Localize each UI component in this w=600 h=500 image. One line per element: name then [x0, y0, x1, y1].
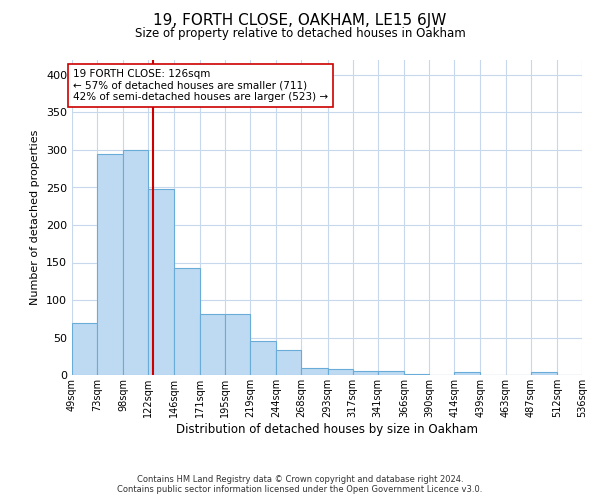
Bar [225, 314, 250, 375]
Bar [378, 370, 404, 375]
Bar [276, 350, 301, 375]
Text: Size of property relative to detached houses in Oakham: Size of property relative to detached ho… [134, 28, 466, 40]
Bar [530, 372, 557, 375]
X-axis label: Distribution of detached houses by size in Oakham: Distribution of detached houses by size … [176, 422, 478, 436]
Bar [173, 268, 200, 375]
Bar [148, 189, 173, 375]
Y-axis label: Number of detached properties: Number of detached properties [31, 130, 40, 305]
Text: 19, FORTH CLOSE, OAKHAM, LE15 6JW: 19, FORTH CLOSE, OAKHAM, LE15 6JW [154, 12, 446, 28]
Text: Contains HM Land Registry data © Crown copyright and database right 2024.
Contai: Contains HM Land Registry data © Crown c… [118, 474, 482, 494]
Text: 19 FORTH CLOSE: 126sqm
← 57% of detached houses are smaller (711)
42% of semi-de: 19 FORTH CLOSE: 126sqm ← 57% of detached… [73, 69, 328, 102]
Bar [301, 368, 328, 375]
Bar [200, 314, 225, 375]
Bar [353, 370, 378, 375]
Bar [404, 374, 429, 375]
Bar [72, 322, 97, 375]
Bar [97, 154, 124, 375]
Bar [250, 341, 276, 375]
Bar [454, 372, 481, 375]
Bar [328, 369, 353, 375]
Bar [124, 150, 148, 375]
